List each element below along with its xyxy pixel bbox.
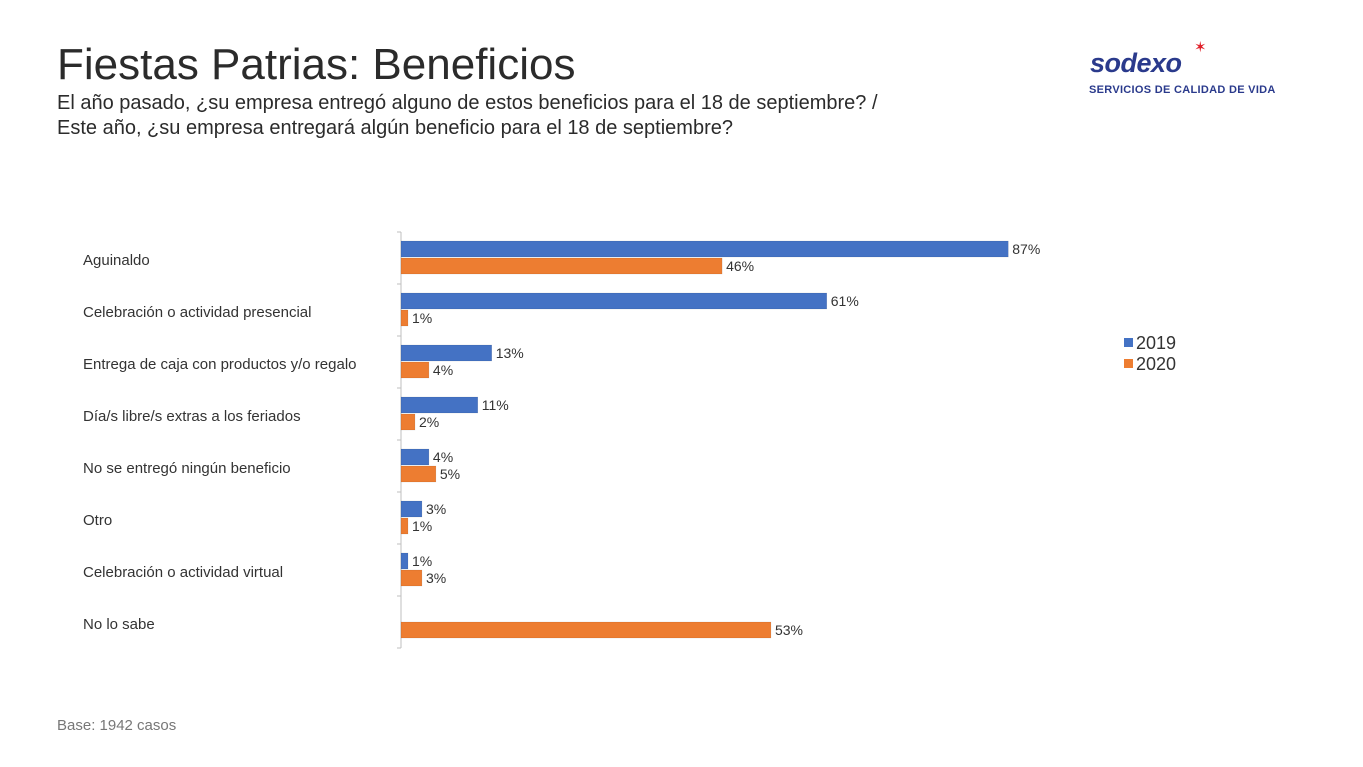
logo-tagline: SERVICIOS DE CALIDAD DE VIDA xyxy=(1089,84,1276,96)
data-label: 61% xyxy=(831,293,859,309)
legend-label-2020: 2020 xyxy=(1136,354,1176,374)
data-label: 87% xyxy=(1012,241,1040,257)
bar-2020 xyxy=(400,413,416,431)
bar-2019 xyxy=(400,396,479,414)
bar-2020 xyxy=(400,309,409,327)
data-label: 11% xyxy=(482,397,509,413)
category-label: Día/s libre/s extras a los feriados xyxy=(83,408,301,425)
data-label: 1% xyxy=(412,310,432,326)
bar-2019 xyxy=(400,448,430,466)
bar-2020 xyxy=(400,517,409,535)
data-label: 2% xyxy=(419,414,439,430)
data-label: 1% xyxy=(412,553,432,569)
logo-wordmark: sodexo xyxy=(1090,48,1182,78)
bar-2019 xyxy=(400,500,423,518)
category-label: Celebración o actividad virtual xyxy=(83,564,283,581)
bar-2020 xyxy=(400,465,437,483)
legend-swatch-2019 xyxy=(1124,338,1133,347)
bar-2020 xyxy=(400,361,430,379)
bar-2020 xyxy=(400,257,723,275)
data-label: 4% xyxy=(433,449,453,465)
sodexo-logo: sodexo ✶ SERVICIOS DE CALIDAD DE VIDA xyxy=(1088,40,1288,100)
data-label: 5% xyxy=(440,466,460,482)
data-label: 53% xyxy=(775,622,803,638)
data-label: 3% xyxy=(426,570,446,586)
bar-2019 xyxy=(400,552,409,570)
page-title: Fiestas Patrias: Beneficios xyxy=(57,40,576,89)
bar-2019 xyxy=(400,344,492,362)
subtitle-line-1: El año pasado, ¿su empresa entregó algun… xyxy=(57,92,878,114)
category-label: Celebración o actividad presencial xyxy=(83,304,311,321)
category-label: No se entregó ningún beneficio xyxy=(83,460,291,477)
bar-2019 xyxy=(400,292,828,310)
category-label: Otro xyxy=(83,512,112,529)
data-label: 1% xyxy=(412,518,432,534)
legend-label-2019: 2019 xyxy=(1136,333,1176,353)
bar-2020 xyxy=(400,621,772,639)
data-label: 4% xyxy=(433,362,453,378)
base-footnote: Base: 1942 casos xyxy=(57,717,177,734)
category-label: Aguinaldo xyxy=(83,252,150,269)
legend-swatch-2020 xyxy=(1124,359,1133,368)
star-icon: ✶ xyxy=(1194,39,1207,56)
category-label: Entrega de caja con productos y/o regalo xyxy=(83,356,357,373)
category-label: No lo sabe xyxy=(83,616,155,633)
bar-2020 xyxy=(400,569,423,587)
bar-2019 xyxy=(400,240,1009,258)
data-label: 13% xyxy=(496,345,524,361)
data-label: 3% xyxy=(426,501,446,517)
data-label: 46% xyxy=(726,258,754,274)
subtitle-line-2: Este año, ¿su empresa entregará algún be… xyxy=(57,117,733,139)
